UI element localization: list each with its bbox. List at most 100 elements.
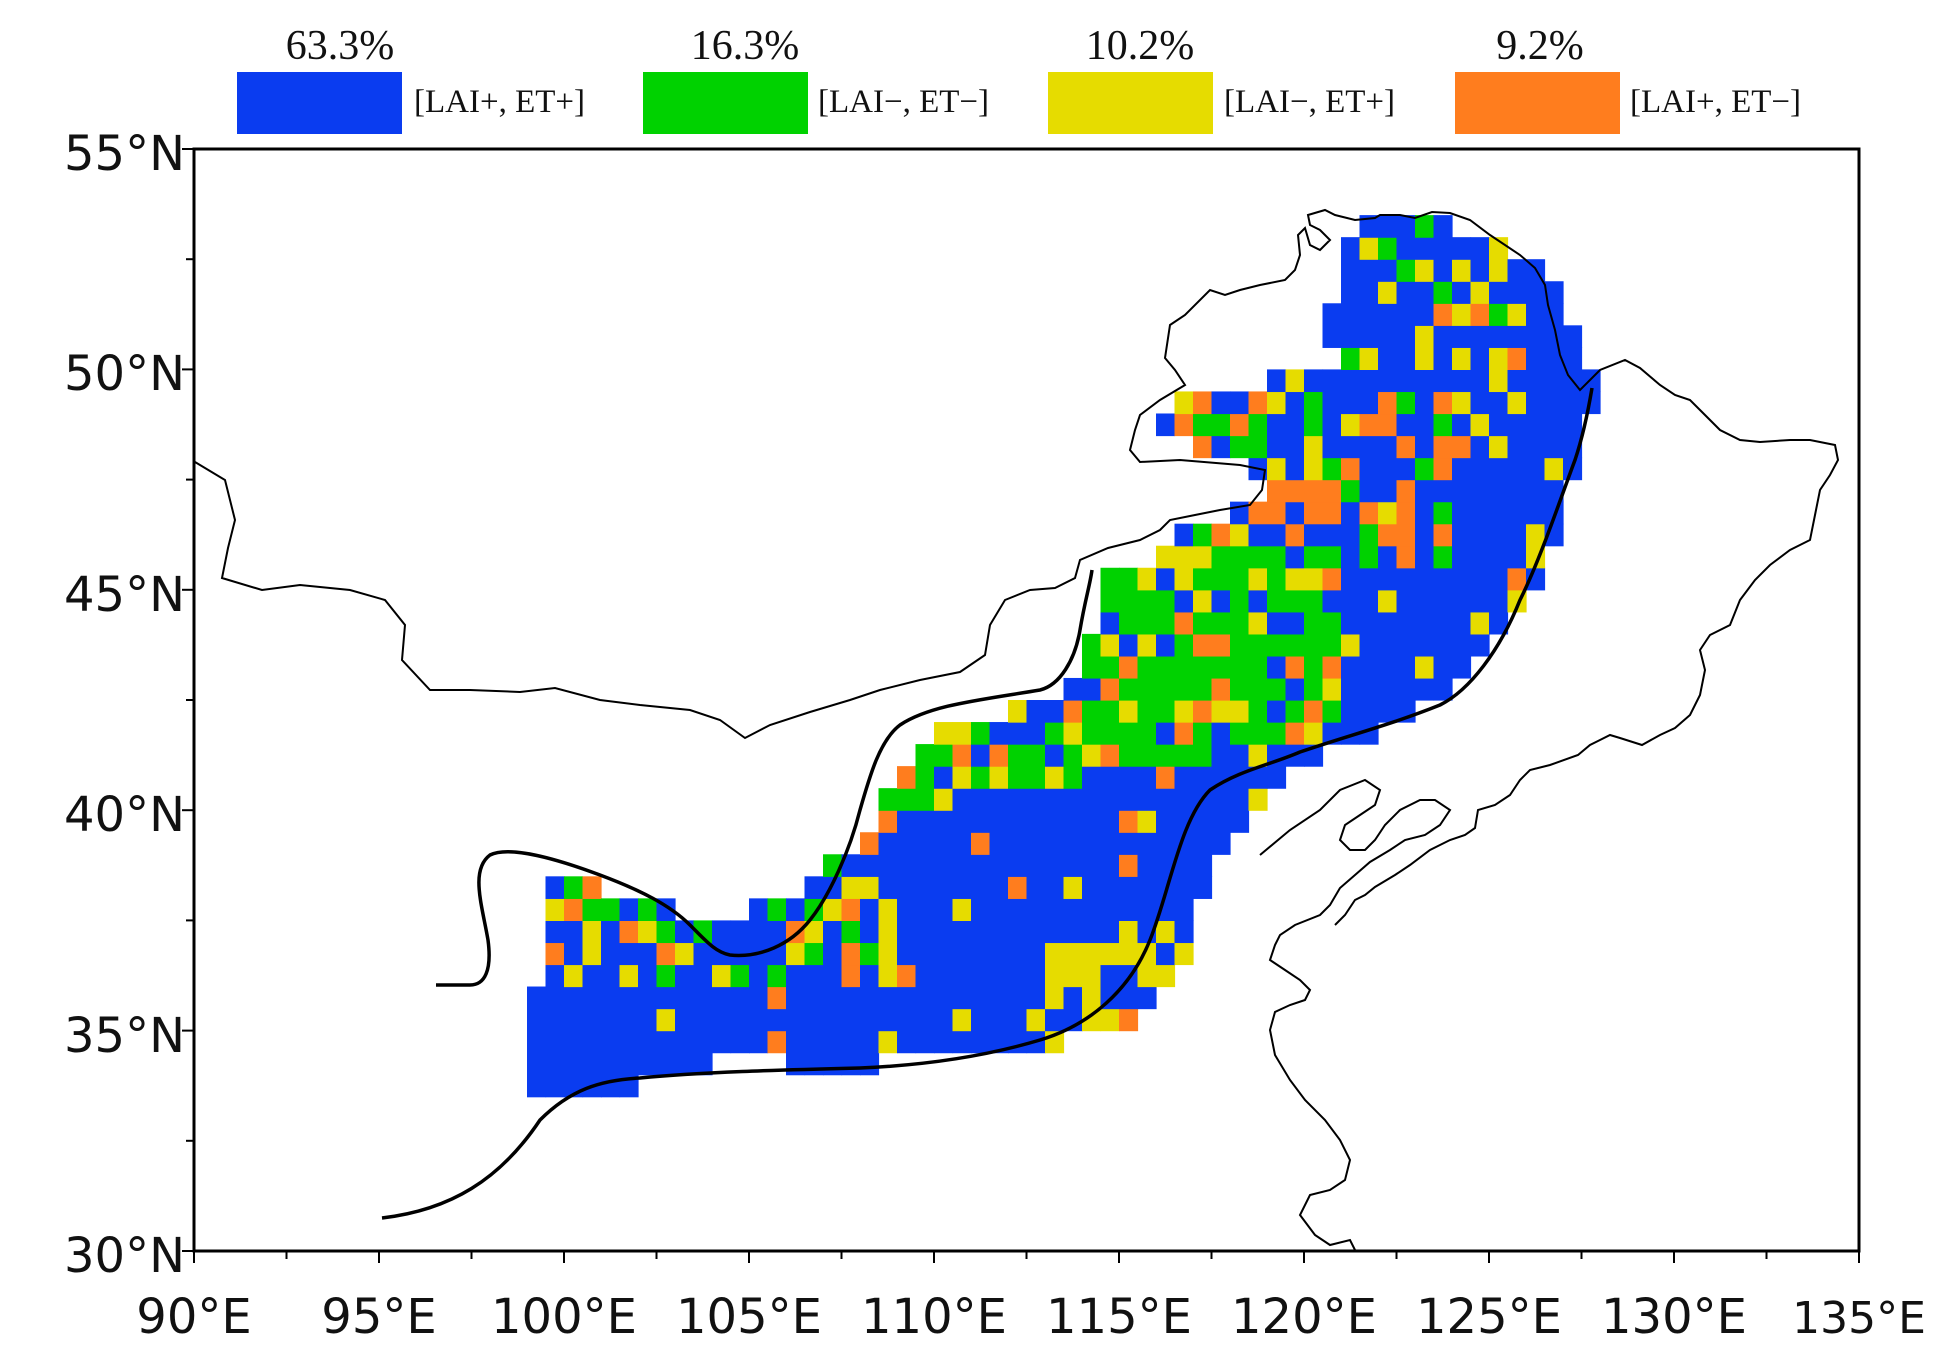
grid-cell <box>1285 700 1305 723</box>
grid-cell <box>1100 722 1120 745</box>
grid-cell <box>1174 523 1194 547</box>
legend-percent: 16.3% <box>690 23 800 69</box>
grid-cell <box>1526 413 1546 437</box>
grid-cell <box>1341 677 1361 701</box>
grid-cell <box>1396 479 1416 503</box>
legend-label: [LAI−, ET−] <box>818 84 989 120</box>
grid-cell <box>841 1052 861 1076</box>
grid-cell <box>989 744 1009 767</box>
grid-cell <box>1452 237 1472 260</box>
grid-cell <box>1452 303 1472 326</box>
grid-cell <box>1285 457 1305 481</box>
grid-cell <box>1063 986 1083 1010</box>
grid-cell <box>619 1030 639 1054</box>
grid-cell <box>1489 545 1509 569</box>
grid-cell <box>878 942 898 966</box>
grid-cell <box>1082 920 1102 944</box>
grid-cell <box>1248 677 1268 701</box>
grid-cell <box>1544 303 1564 326</box>
grid-cell <box>1193 567 1213 591</box>
grid-cell <box>1230 435 1250 459</box>
lat-label: 50°N <box>64 346 185 402</box>
grid-cell <box>1415 215 1435 238</box>
grid-cell <box>1304 655 1324 679</box>
grid-cell <box>1100 1008 1120 1032</box>
lon-label: 115°E <box>1046 1289 1192 1345</box>
grid-cell <box>1378 303 1398 326</box>
grid-cell <box>971 1030 991 1054</box>
grid-cell <box>675 986 695 1010</box>
grid-cell <box>1119 611 1139 635</box>
grid-cell <box>823 964 843 988</box>
grid-cell <box>1248 611 1268 635</box>
grid-cell <box>1304 369 1324 393</box>
grid-cell <box>1156 700 1176 723</box>
grid-cell <box>1082 655 1102 679</box>
grid-cell <box>1267 611 1287 635</box>
grid-cell <box>564 986 584 1010</box>
grid-cell <box>1396 347 1416 370</box>
grid-cell <box>971 744 991 767</box>
grid-cell <box>1489 347 1509 370</box>
grid-cell <box>1248 766 1268 789</box>
grid-cell <box>564 942 584 966</box>
grid-cell <box>1452 457 1472 481</box>
grid-cell <box>527 1030 547 1054</box>
grid-cell <box>1193 413 1213 437</box>
grid-cell <box>1193 391 1213 415</box>
grid-cell <box>989 942 1009 966</box>
grid-cell <box>878 920 898 944</box>
grid-cell <box>952 744 972 767</box>
grid-cell <box>638 1030 658 1054</box>
grid-cell <box>1304 391 1324 415</box>
grid-cell <box>1452 567 1472 591</box>
grid-cell <box>693 920 713 944</box>
grid-cell <box>1267 633 1287 657</box>
grid-cell <box>934 810 954 833</box>
grid-cell <box>656 1008 676 1032</box>
grid-cell <box>878 854 898 877</box>
grid-cell <box>1230 611 1250 635</box>
grid-cell <box>1563 391 1583 415</box>
grid-cell <box>1248 700 1268 723</box>
grid-cell <box>1378 545 1398 569</box>
grid-cell <box>1359 589 1379 613</box>
grid-cell <box>1248 567 1268 591</box>
grid-cell <box>878 876 898 899</box>
grid-cell <box>564 920 584 944</box>
grid-cell <box>601 1074 621 1098</box>
grid-cell <box>1026 1008 1046 1032</box>
grid-cell <box>1008 986 1028 1010</box>
grid-cell <box>1341 655 1361 679</box>
grid-cell <box>1359 281 1379 304</box>
lat-label: 30°N <box>64 1228 185 1284</box>
grid-cell <box>1063 677 1083 701</box>
grid-cell <box>730 1008 750 1032</box>
grid-cell <box>897 986 917 1010</box>
grid-cell <box>1230 744 1250 767</box>
grid-cell <box>1396 303 1416 326</box>
grid-cell <box>1230 655 1250 679</box>
grid-cell <box>1489 523 1509 547</box>
grid-cell <box>1174 744 1194 767</box>
grid-cell <box>1119 744 1139 767</box>
grid-cell <box>1359 215 1379 238</box>
grid-cell <box>1156 413 1176 437</box>
grid-cell <box>619 898 639 921</box>
grid-cell <box>1119 722 1139 745</box>
grid-cell <box>1174 677 1194 701</box>
grid-cell <box>952 898 972 921</box>
grid-cell <box>1008 854 1028 877</box>
grid-cell <box>749 920 769 944</box>
grid-cell <box>952 788 972 811</box>
grid-cell <box>1285 391 1305 415</box>
grid-cell <box>730 1030 750 1054</box>
grid-cell <box>1322 589 1342 613</box>
grid-cell <box>1544 369 1564 393</box>
grid-cell <box>1063 766 1083 789</box>
grid-cell <box>1174 413 1194 437</box>
grid-cell <box>897 810 917 833</box>
grid-cell <box>1193 722 1213 745</box>
grid-cell <box>934 920 954 944</box>
grid-cell <box>1433 391 1453 415</box>
